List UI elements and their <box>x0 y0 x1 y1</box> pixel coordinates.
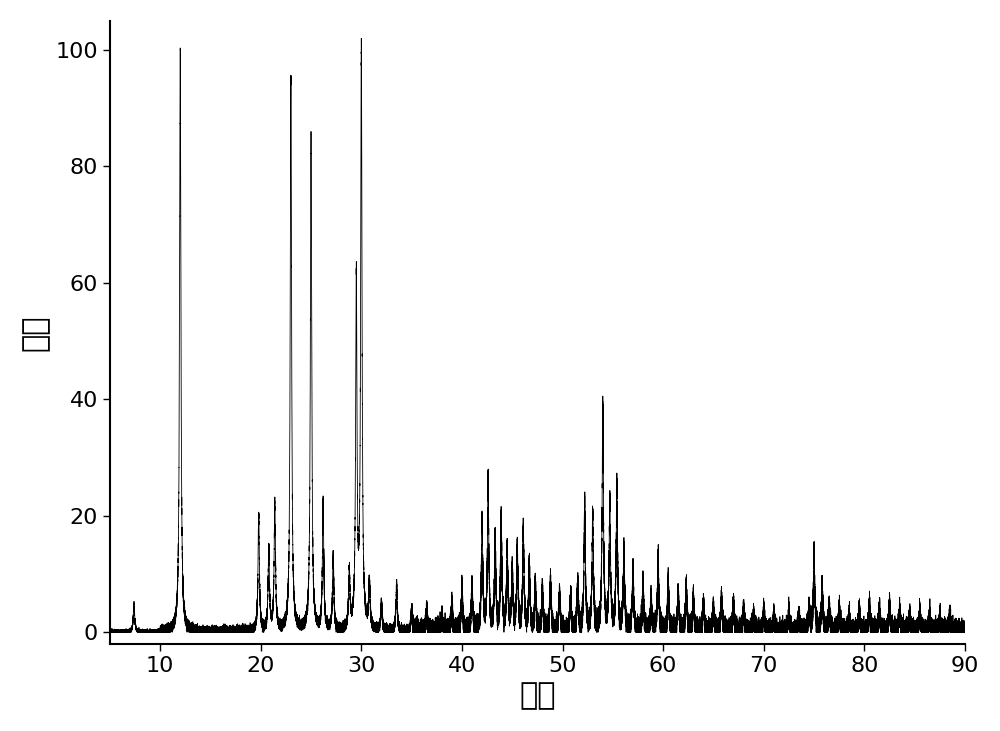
X-axis label: 角度: 角度 <box>519 681 556 711</box>
Y-axis label: 强度: 强度 <box>21 314 50 351</box>
